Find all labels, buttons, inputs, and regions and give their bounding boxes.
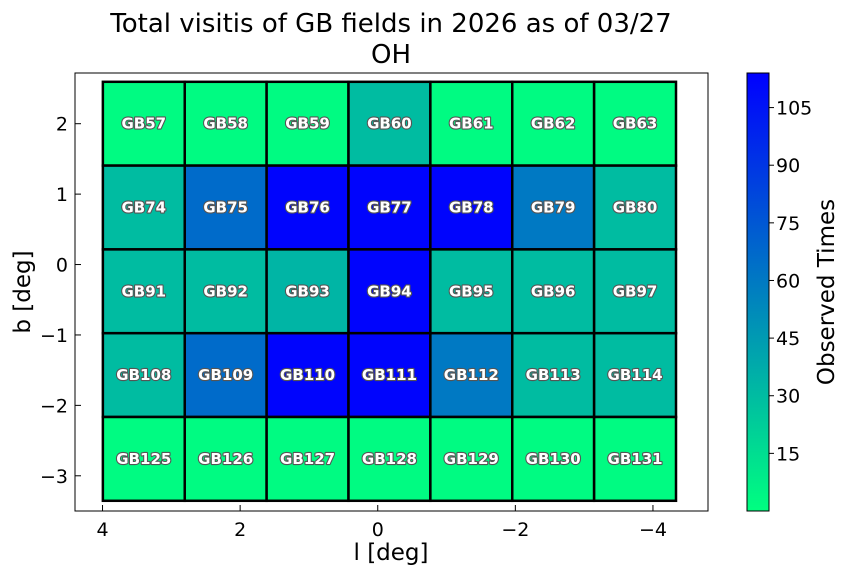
cell-label: GB129 [444, 450, 499, 468]
x-tick-label: 0 [372, 519, 384, 541]
cell-label: GB113 [526, 366, 581, 384]
cell-label: GB95 [449, 282, 494, 300]
heatmap-cell [511, 248, 596, 335]
heatmap-cell [101, 331, 186, 419]
y-axis-ticks: 2 1 0 −1 −2 −3 [40, 114, 81, 488]
colorbar-tick-label: 75 [776, 213, 800, 235]
x-axis-ticks: 4 2 0 −2 −4 [96, 505, 667, 541]
cell-label: GB60 [367, 115, 412, 133]
heatmap-cell [511, 331, 596, 419]
cell-label: GB61 [449, 115, 494, 133]
cell-label: GB94 [367, 282, 412, 300]
cell-label: GB114 [608, 366, 663, 384]
cell-label: GB92 [203, 282, 248, 300]
cell-label: GB96 [531, 282, 576, 300]
y-tick-label: −2 [40, 395, 68, 417]
heatmap-cell [101, 415, 186, 503]
cell-label: GB93 [285, 282, 330, 300]
heatmap-cells [101, 80, 678, 503]
y-tick-label: 0 [56, 255, 68, 277]
cell-label: GB77 [367, 198, 412, 216]
x-tick-label: 4 [96, 519, 108, 541]
y-tick-label: −1 [40, 325, 68, 347]
heatmap-cell [429, 164, 514, 251]
colorbar-tick-label: 105 [776, 98, 812, 120]
cell-label: GB75 [203, 198, 248, 216]
heatmap-cell [183, 331, 268, 419]
cell-label: GB108 [116, 366, 171, 384]
heatmap-cell-labels: GB57 GB58 GB59 GB60 GB61 GB62 GB63 GB74 GB75 GB76… [115, 114, 664, 469]
y-axis-label: b [deg] [10, 250, 36, 333]
cell-label: GB111 [362, 366, 417, 384]
colorbar-label: Observed Times [814, 199, 840, 385]
chart-title-line-1: Total visitis of GB fields in 2026 as of… [109, 9, 671, 39]
cell-label: GB131 [608, 450, 663, 468]
colorbar-tick-label: 30 [776, 386, 800, 408]
heatmap-cell [183, 80, 268, 167]
cell-label: GB79 [531, 198, 576, 216]
colorbar [746, 72, 770, 512]
heatmap-cell [101, 80, 186, 167]
cell-label: GB78 [449, 198, 494, 216]
cell-label: GB63 [613, 115, 658, 133]
cell-label: GB62 [531, 115, 576, 133]
colorbar-ticks: 15 30 45 60 75 90 105 [769, 98, 812, 465]
cell-label: GB58 [203, 115, 248, 133]
heatmap-cell [592, 164, 678, 251]
y-tick-label: 1 [56, 184, 68, 206]
heatmap-cell [101, 164, 186, 251]
cell-label: GB110 [280, 366, 335, 384]
cell-label: GB76 [285, 198, 330, 216]
heatmap-cell [183, 248, 268, 335]
cell-label: GB109 [198, 366, 253, 384]
cell-label: GB59 [285, 115, 330, 133]
cell-label: GB112 [444, 366, 499, 384]
colorbar-tick-label: 15 [776, 443, 800, 465]
heatmap-cell [592, 248, 678, 335]
cell-label: GB97 [613, 282, 658, 300]
cell-label: GB127 [280, 450, 335, 468]
heatmap-cell [511, 415, 596, 503]
x-tick-label: −2 [501, 519, 529, 541]
x-tick-label: −4 [639, 519, 667, 541]
cell-label: GB126 [198, 450, 253, 468]
heatmap-cell [511, 80, 596, 167]
chart-title-line-2: OH [371, 40, 411, 70]
cell-label: GB130 [526, 450, 581, 468]
heatmap-cell [265, 248, 350, 335]
cell-label: GB128 [362, 450, 417, 468]
heatmap-cell [429, 248, 514, 335]
x-tick-label: 2 [234, 519, 246, 541]
x-axis-label: l [deg] [354, 540, 429, 566]
cell-label: GB80 [613, 198, 658, 216]
heatmap-cell [265, 164, 350, 251]
heatmap-cell [265, 415, 350, 503]
cell-label: GB57 [121, 115, 166, 133]
colorbar-tick-label: 60 [776, 270, 800, 292]
cell-label: GB91 [121, 282, 166, 300]
colorbar-tick-label: 45 [776, 328, 800, 350]
cell-label: GB125 [116, 450, 171, 468]
colorbar-tick-label: 90 [776, 155, 800, 177]
y-tick-label: 2 [56, 114, 68, 136]
y-tick-label: −3 [40, 466, 68, 488]
cell-label: GB74 [121, 198, 166, 216]
heatmap-cell [592, 415, 678, 503]
plot-frame [74, 72, 709, 512]
